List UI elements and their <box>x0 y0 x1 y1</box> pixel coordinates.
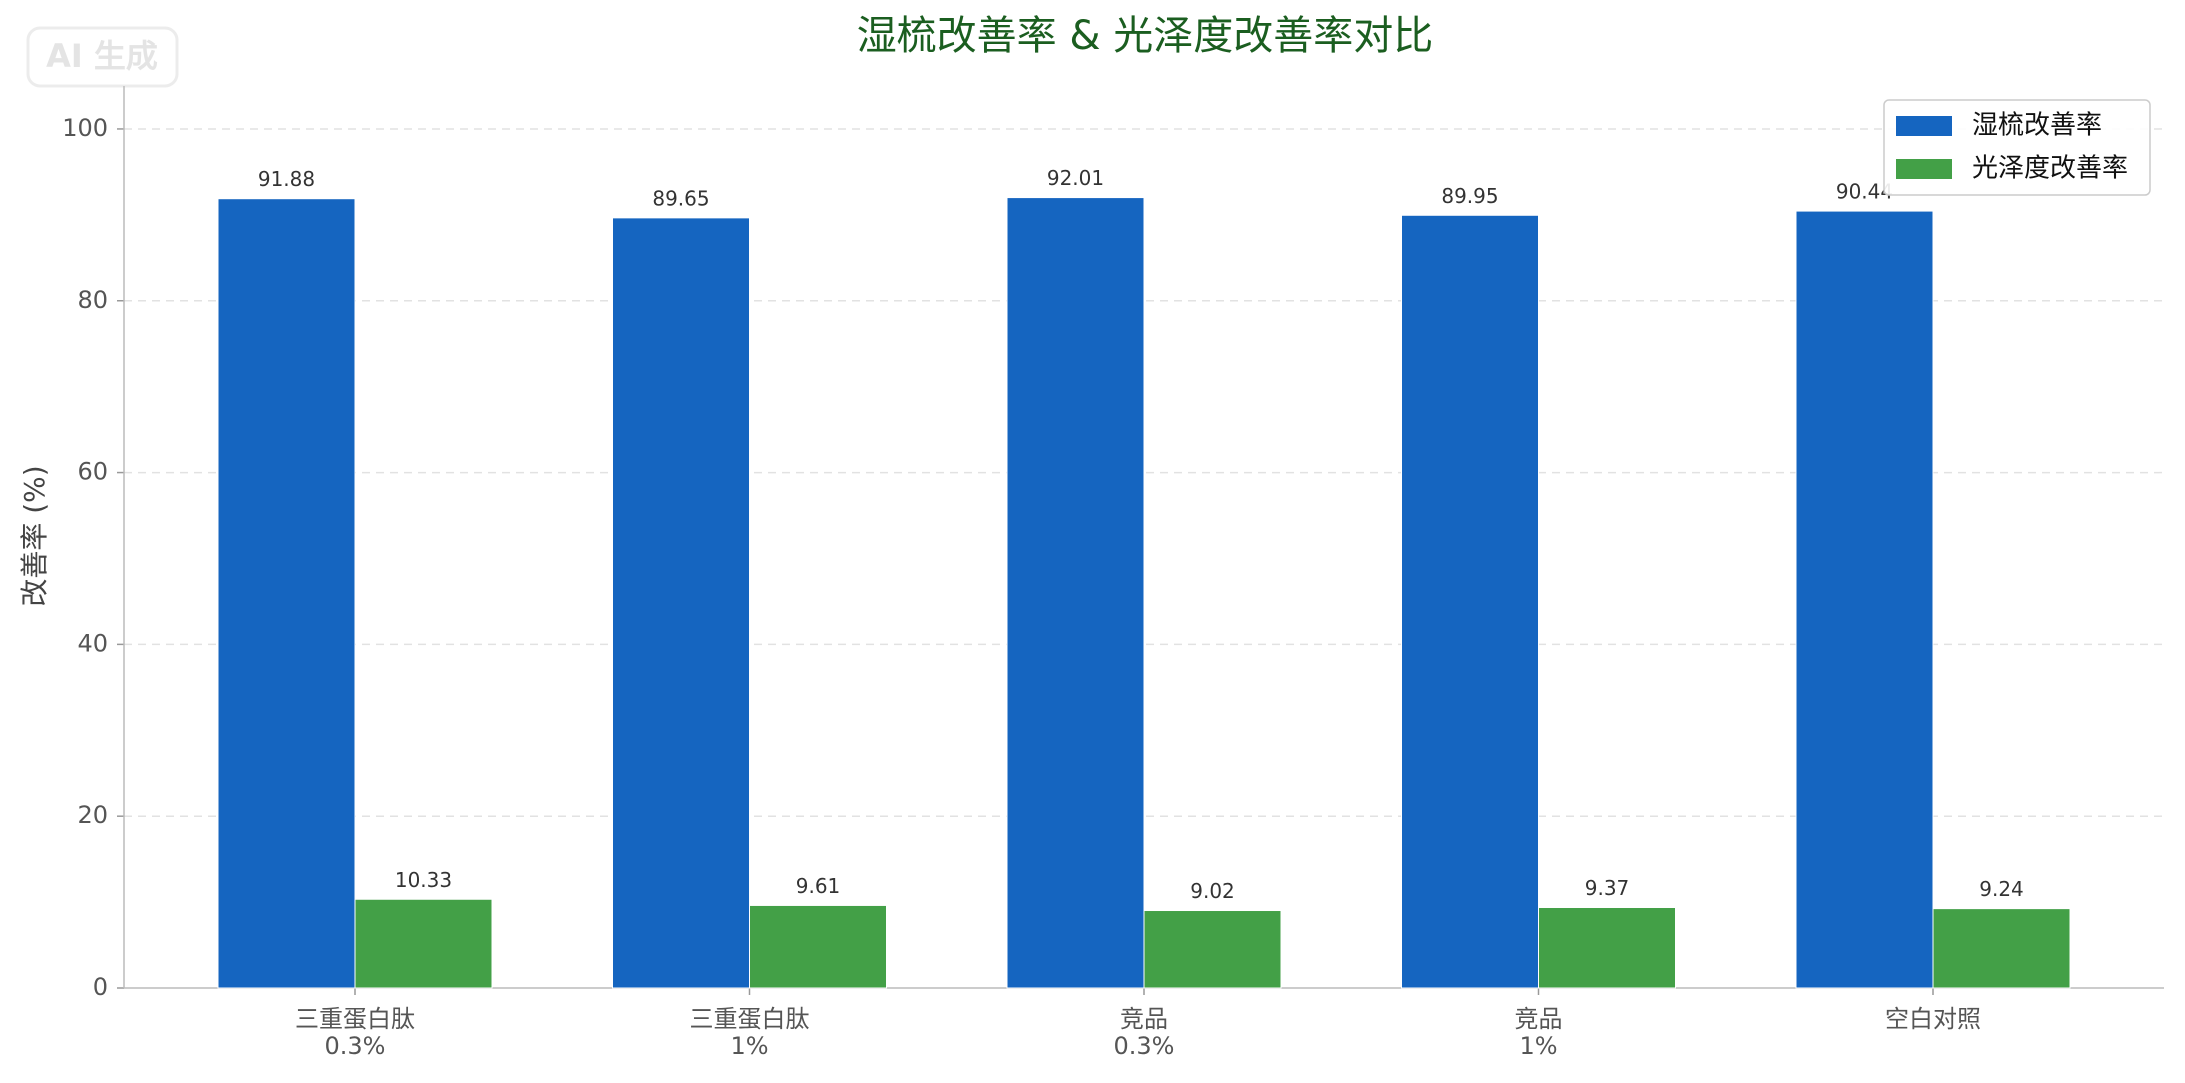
legend-label: 光泽度改善率 <box>1972 154 2128 184</box>
bar <box>1006 197 1145 989</box>
legend-swatch <box>1896 116 1952 136</box>
legend-swatch <box>1896 159 1952 179</box>
x-tick-label: 1% <box>1519 1032 1557 1060</box>
bar <box>354 898 493 989</box>
bar <box>1143 910 1282 989</box>
x-tick-label: 0.3% <box>1114 1032 1175 1060</box>
value-label: 9.24 <box>1979 877 2024 901</box>
bar <box>1795 210 1934 989</box>
bar <box>612 217 750 989</box>
value-label: 91.88 <box>258 167 315 191</box>
y-axis-label: 改善率 (%) <box>18 465 51 606</box>
y-tick-label: 40 <box>77 629 108 657</box>
value-label: 10.33 <box>395 868 452 892</box>
watermark: AI 生成 <box>46 37 158 75</box>
bar <box>1401 214 1539 989</box>
bar <box>749 904 887 989</box>
y-tick-label: 100 <box>62 114 108 142</box>
bar <box>217 198 356 989</box>
watermark-box <box>26 26 179 88</box>
value-label: 89.95 <box>1441 184 1498 208</box>
y-tick-label: 60 <box>77 458 108 486</box>
value-label: 89.65 <box>652 186 709 210</box>
chart-title: 湿梳改善率 & 光泽度改善率对比 <box>857 13 1434 59</box>
x-tick-label: 三重蛋白肽 <box>690 1005 810 1033</box>
value-label: 9.02 <box>1190 879 1235 903</box>
x-tick-label: 竞品 <box>1515 1005 1563 1033</box>
legend-label: 湿梳改善率 <box>1972 111 2102 141</box>
value-label: 9.61 <box>796 874 841 898</box>
y-tick-label: 80 <box>77 286 108 314</box>
x-tick-label: 竞品 <box>1120 1005 1168 1033</box>
value-label: 92.01 <box>1047 166 1104 190</box>
y-tick-label: 0 <box>93 973 108 1001</box>
x-tick-label: 空白对照 <box>1885 1005 1981 1033</box>
x-tick-label: 0.3% <box>325 1032 386 1060</box>
y-tick-label: 20 <box>77 801 108 829</box>
x-tick-label: 1% <box>730 1032 768 1060</box>
bar <box>1932 908 2071 989</box>
bar <box>1538 907 1676 989</box>
value-label: 9.37 <box>1585 876 1630 900</box>
x-tick-label: 三重蛋白肽 <box>295 1005 415 1033</box>
